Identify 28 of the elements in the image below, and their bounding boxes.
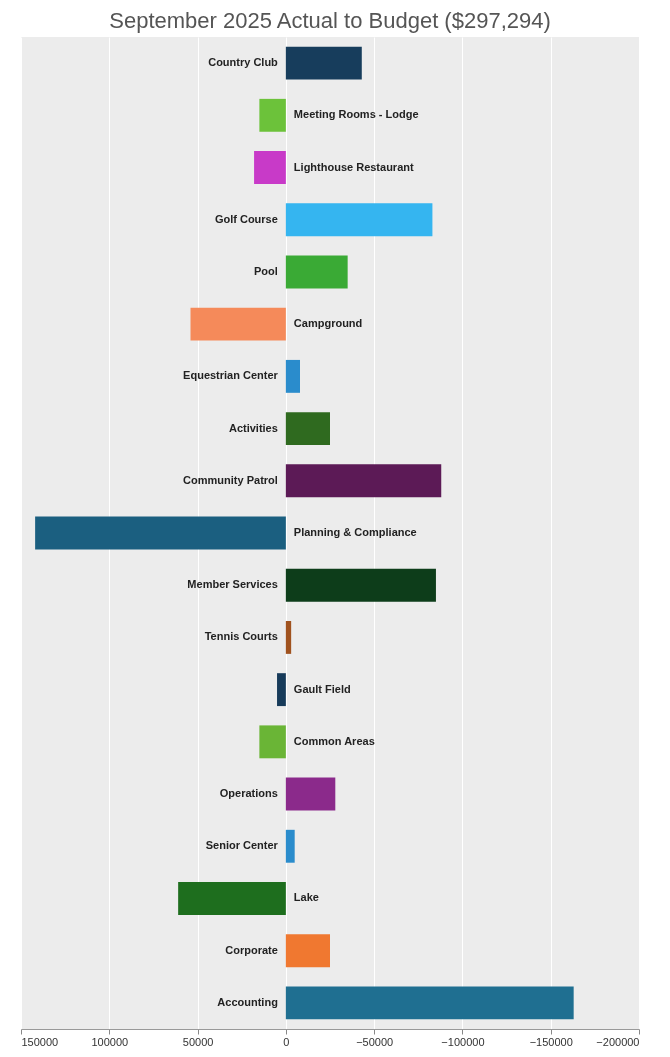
y-tick-label: Country Club bbox=[208, 56, 279, 69]
y-tick-label: Lake bbox=[293, 891, 319, 904]
y-tick-label: Senior Center bbox=[205, 839, 279, 852]
y-tick-label: Meeting Rooms - Lodge bbox=[293, 108, 419, 121]
y-tick-label: Planning & Compliance bbox=[293, 526, 417, 538]
y-tick-label: Equestrian Center bbox=[183, 369, 279, 382]
x-tick-label: 100000 bbox=[91, 1035, 129, 1048]
y-tick-label: Corporate bbox=[225, 943, 278, 956]
x-tick-label: 50000 bbox=[182, 1035, 214, 1048]
x-tick-label: −100000 bbox=[441, 1035, 485, 1048]
y-tick-label: Gault Field bbox=[293, 682, 351, 695]
y-tick-label: Pool bbox=[254, 264, 278, 277]
y-tick-label: Lighthouse Restaurant bbox=[293, 160, 414, 173]
y-tick-label: Golf Course bbox=[214, 212, 278, 225]
y-tick-label: Operations bbox=[219, 787, 278, 800]
y-tick-label: Common Areas bbox=[293, 734, 375, 747]
y-tick-label: Member Services bbox=[187, 578, 278, 591]
x-tick-label: −150000 bbox=[529, 1035, 573, 1048]
y-tick-label: Community Patrol bbox=[183, 473, 278, 486]
y-tick-label: Campground bbox=[293, 317, 363, 330]
chart-title: September 2025 Actual to Budget ($297,294) bbox=[109, 8, 551, 33]
y-tick-label: Accounting bbox=[217, 995, 278, 1008]
x-tick-label: −200000 bbox=[596, 1035, 640, 1048]
y-tick-label: Tennis Courts bbox=[204, 630, 278, 643]
x-tick-label: 0 bbox=[283, 1035, 290, 1048]
x-tick-label: 150000 bbox=[21, 1035, 59, 1048]
x-tick-label: −50000 bbox=[356, 1035, 394, 1048]
y-tick-label: Activities bbox=[228, 421, 278, 434]
